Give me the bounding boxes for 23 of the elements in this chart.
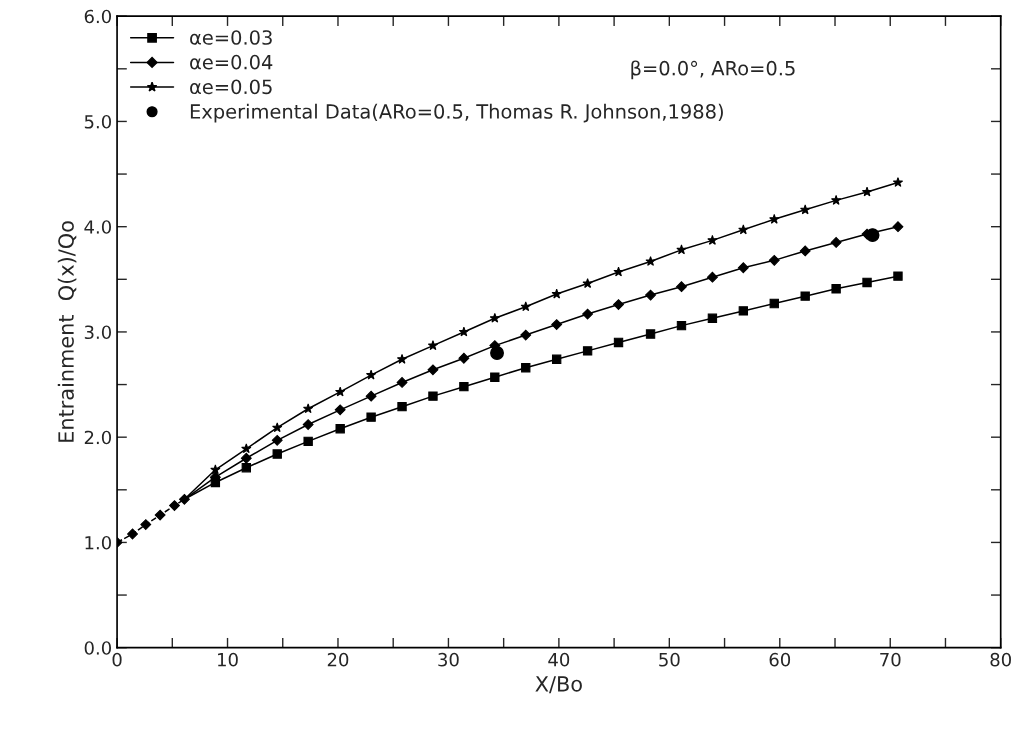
x-axis-title: X/Bo	[535, 676, 582, 694]
y-tick-label: 6.0	[84, 9, 112, 24]
x-tick-label: 30	[438, 652, 459, 667]
legend-label: αe=0.05	[190, 79, 272, 95]
x-tick-label: 50	[659, 652, 680, 667]
legend-label: Experimental Data(ARo=0.5, Thomas R. Johnson,1988)	[190, 103, 723, 123]
x-tick-label: 60	[769, 652, 791, 667]
x-tick-label: 80	[990, 652, 1011, 667]
y-tick-label: 4.0	[84, 220, 112, 234]
y-tick-label: 1.0	[85, 535, 112, 550]
x-tick-label: 0	[112, 652, 122, 667]
legend-label: αe=0.04	[190, 54, 273, 70]
legend-label: αe=0.03	[190, 30, 272, 45]
y-axis-title: Entrainment Q(x)/Qo	[57, 221, 77, 442]
x-tick-label: 40	[548, 652, 570, 667]
y-tick-label: 5.0	[84, 114, 112, 129]
y-tick-label: 3.0	[84, 325, 112, 340]
y-tick-label: 2.0	[84, 430, 112, 445]
y-tick-label: 0.0	[84, 641, 112, 655]
x-tick-label: 10	[218, 652, 238, 667]
x-tick-label: 20	[327, 652, 349, 667]
annotation: β=0.0°, ARo=0.5	[631, 60, 795, 80]
x-tick-label: 70	[880, 652, 901, 667]
